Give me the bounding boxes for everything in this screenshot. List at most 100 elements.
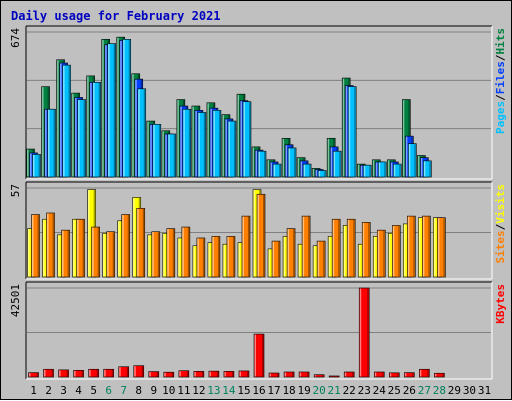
pages-bar bbox=[123, 39, 131, 177]
sites-bar bbox=[317, 241, 325, 277]
day-label: 10 bbox=[162, 384, 175, 397]
kbytes-bar bbox=[329, 376, 339, 377]
day-label: 1 bbox=[30, 384, 37, 397]
pages-bar bbox=[363, 165, 371, 177]
pages-bar bbox=[408, 144, 416, 177]
kbytes-bar bbox=[239, 371, 249, 377]
sites-bar bbox=[272, 241, 280, 277]
legend-visits-sites: Sites/Visits bbox=[494, 184, 507, 264]
kbytes-bar bbox=[179, 371, 189, 377]
pages-bar bbox=[378, 162, 386, 177]
day-label: 12 bbox=[192, 384, 205, 397]
day-label: 9 bbox=[150, 384, 157, 397]
pages-bar bbox=[273, 164, 281, 177]
sites-bar bbox=[197, 238, 205, 277]
day-label: 19 bbox=[297, 384, 310, 397]
sites-bar bbox=[107, 232, 115, 277]
kbytes-bar bbox=[299, 372, 309, 377]
sites-bar bbox=[242, 216, 250, 277]
pages-bar bbox=[258, 151, 266, 177]
sites-bar bbox=[152, 232, 160, 277]
kbytes-bar bbox=[344, 372, 354, 377]
kbytes-bar bbox=[254, 334, 264, 377]
pages-bar bbox=[288, 148, 296, 177]
sites-bar bbox=[182, 227, 190, 277]
legend-kbytes: KBytes bbox=[494, 284, 507, 324]
sites-bar bbox=[347, 219, 355, 277]
pages-bar bbox=[48, 109, 56, 177]
day-label: 7 bbox=[120, 384, 127, 397]
sites-bar bbox=[302, 216, 310, 277]
kbytes-bar bbox=[149, 372, 159, 377]
kbytes-bar bbox=[59, 370, 69, 377]
kbytes-bar bbox=[374, 372, 384, 377]
kbytes-bar bbox=[194, 371, 204, 377]
sites-bar bbox=[377, 230, 385, 277]
pages-bar bbox=[303, 164, 311, 177]
legend-entry: Visits bbox=[494, 184, 507, 224]
day-label: 30 bbox=[463, 384, 476, 397]
sites-bar bbox=[437, 218, 445, 277]
sites-bar bbox=[392, 225, 400, 277]
day-label: 11 bbox=[177, 384, 190, 397]
kbytes-bar bbox=[134, 366, 144, 377]
day-label: 4 bbox=[75, 384, 82, 397]
pages-bar bbox=[243, 102, 251, 177]
pages-bar bbox=[333, 151, 341, 177]
kbytes-bar bbox=[359, 288, 369, 377]
sites-bar bbox=[362, 222, 370, 277]
kbytes-bar bbox=[209, 371, 219, 377]
day-label: 13 bbox=[207, 384, 220, 397]
day-label: 6 bbox=[105, 384, 112, 397]
pages-bar bbox=[198, 112, 206, 177]
sites-bar bbox=[122, 215, 130, 277]
day-label: 18 bbox=[282, 384, 295, 397]
kbytes-bar bbox=[29, 373, 39, 377]
day-label: 15 bbox=[237, 384, 250, 397]
pages-bar bbox=[213, 110, 221, 177]
legend-entry: Hits bbox=[494, 28, 507, 55]
sites-bar bbox=[77, 219, 85, 277]
sites-bar bbox=[287, 229, 295, 277]
pages-bar bbox=[78, 100, 86, 177]
sites-bar bbox=[47, 213, 55, 277]
sites-bar bbox=[167, 229, 175, 277]
sites-bar bbox=[137, 208, 145, 277]
pages-bar bbox=[153, 124, 161, 177]
day-label: 14 bbox=[222, 384, 236, 397]
pages-bar bbox=[423, 161, 431, 177]
pages-bar bbox=[108, 44, 116, 177]
day-label: 5 bbox=[90, 384, 97, 397]
kbytes-bar bbox=[164, 372, 174, 377]
kbytes-bar bbox=[224, 371, 234, 377]
kbytes-bar bbox=[44, 369, 54, 377]
day-label: 29 bbox=[448, 384, 461, 397]
pages-bar bbox=[183, 109, 191, 177]
sites-bar bbox=[227, 236, 235, 277]
day-label: 25 bbox=[388, 384, 401, 397]
kbytes-bar bbox=[419, 369, 429, 377]
sites-bar bbox=[212, 236, 220, 277]
sites-bar bbox=[332, 219, 340, 277]
day-label: 22 bbox=[343, 384, 356, 397]
kbytes-bar bbox=[284, 372, 294, 377]
kbytes-bar bbox=[104, 369, 114, 377]
day-label: 2 bbox=[45, 384, 52, 397]
day-label: 26 bbox=[403, 384, 416, 397]
sites-bar bbox=[32, 215, 40, 277]
day-label: 20 bbox=[313, 384, 326, 397]
pages-bar bbox=[33, 154, 41, 177]
pages-bar bbox=[228, 121, 236, 177]
day-label: 28 bbox=[433, 384, 446, 397]
y-max-label: 674 bbox=[9, 28, 22, 48]
day-label: 23 bbox=[358, 384, 371, 397]
sites-bar bbox=[422, 216, 430, 277]
y-max-label: 57 bbox=[9, 184, 22, 197]
legend-entry: KBytes bbox=[494, 284, 507, 324]
